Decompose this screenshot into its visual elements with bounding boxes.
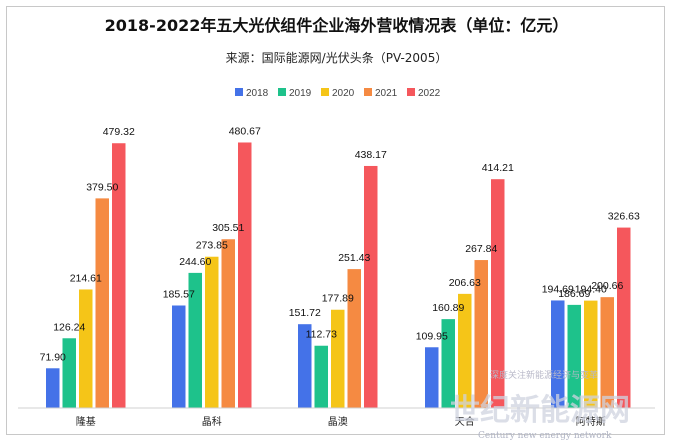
category-label-晶澳: 晶澳 xyxy=(328,415,348,428)
bar-阿特斯-2020 xyxy=(584,300,598,408)
legend-label-2021: 2021 xyxy=(375,88,398,99)
bar-晶科-2020 xyxy=(205,256,219,408)
chart-title: 2018-2022年五大光伏组件企业海外营收情况表（单位：亿元） xyxy=(104,16,569,35)
bar-晶澳-2018 xyxy=(298,324,312,408)
bar-隆基-2018 xyxy=(46,368,60,408)
watermark-brand: 世纪新能源网 xyxy=(450,393,630,428)
bar-晶澳-2019 xyxy=(314,345,328,408)
bar-晶科-2019 xyxy=(188,272,202,408)
bar-隆基-2019 xyxy=(62,338,76,408)
chart-subtitle: 来源：国际能源网/光伏头条（PV-2005） xyxy=(225,51,448,65)
data-label-晶澳-2018: 151.72 xyxy=(289,307,321,319)
data-label-晶科-2022: 480.67 xyxy=(229,125,261,137)
legend-label-2018: 2018 xyxy=(246,88,269,99)
category-label-天合: 天合 xyxy=(455,415,475,428)
legend: 2018 2019 2020 2021 2022 xyxy=(235,88,441,99)
legend-swatch-2020 xyxy=(321,88,329,96)
data-label-阿特斯-2022: 326.63 xyxy=(608,211,640,223)
bar-隆基-2020 xyxy=(79,289,93,408)
bar-阿特斯-2019 xyxy=(567,304,581,408)
bars-layer xyxy=(46,142,631,408)
bar-天合-2018 xyxy=(425,347,439,408)
bar-阿特斯-2018 xyxy=(551,300,565,408)
legend-label-2022: 2022 xyxy=(418,88,441,99)
category-label-阿特斯: 阿特斯 xyxy=(576,415,606,428)
data-label-晶澳-2019: 112.73 xyxy=(306,329,337,341)
legend-swatch-2018 xyxy=(235,88,243,96)
bar-晶澳-2021 xyxy=(347,269,361,408)
bar-晶科-2018 xyxy=(172,305,186,408)
data-label-隆基-2019: 126.24 xyxy=(53,321,85,333)
data-label-晶科-2018: 185.57 xyxy=(163,288,195,300)
bar-晶科-2022 xyxy=(238,142,252,408)
category-label-晶科: 晶科 xyxy=(202,415,222,428)
legend-label-2020: 2020 xyxy=(332,88,355,99)
bar-天合-2019 xyxy=(441,319,455,408)
data-label-阿特斯-2020: 194.40 xyxy=(575,284,607,296)
data-label-阿特斯-2018: 194.69 xyxy=(542,283,574,295)
data-label-天合-2021: 267.84 xyxy=(465,243,497,255)
bar-阿特斯-2022 xyxy=(617,227,631,408)
legend-swatch-2021 xyxy=(364,88,372,96)
bar-隆基-2021 xyxy=(95,198,109,408)
data-label-晶澳-2020: 177.89 xyxy=(322,293,354,305)
watermark-brand-en: Century new energy network xyxy=(478,431,612,441)
bar-晶科-2021 xyxy=(221,239,235,408)
bar-晶澳-2022 xyxy=(364,165,378,408)
data-label-隆基-2022: 479.32 xyxy=(103,126,135,138)
bar-隆基-2022 xyxy=(112,143,126,408)
bar-天合-2021 xyxy=(474,260,488,408)
data-label-阿特斯-2021: 200.66 xyxy=(591,280,623,292)
data-label-晶科-2019: 244.60 xyxy=(179,256,211,268)
data-label-晶科-2021: 305.51 xyxy=(212,222,244,234)
watermark-slogan: 深度关注新能源经济与变革 xyxy=(490,369,598,381)
category-label-隆基: 隆基 xyxy=(76,415,96,428)
legend-label-2019: 2019 xyxy=(289,88,312,99)
data-label-天合-2019: 160.89 xyxy=(432,302,464,314)
data-labels: 71.90 126.24 214.61 379.50 479.32 185.57 244.6… xyxy=(40,125,640,363)
data-label-天合-2022: 414.21 xyxy=(482,162,514,174)
bar-晶澳-2020 xyxy=(331,309,345,408)
data-label-晶澳-2021: 251.43 xyxy=(338,252,370,264)
data-label-天合-2018: 109.95 xyxy=(416,330,448,342)
data-label-隆基-2020: 214.61 xyxy=(70,272,102,284)
data-label-阿特斯-2019: 186.69 xyxy=(558,288,590,300)
legend-swatch-2019 xyxy=(278,88,286,96)
data-label-隆基-2018: 71.90 xyxy=(40,351,66,363)
data-label-隆基-2021: 379.50 xyxy=(86,181,118,193)
legend-swatch-2022 xyxy=(407,88,415,96)
data-label-晶澳-2022: 438.17 xyxy=(355,149,387,161)
data-label-天合-2020: 206.63 xyxy=(449,277,481,289)
bar-天合-2022 xyxy=(491,179,505,408)
bar-阿特斯-2021 xyxy=(600,297,614,408)
data-label-晶科-2020: 273.85 xyxy=(196,240,228,252)
watermark: 深度关注新能源经济与变革 世纪新能源网 Century new energy n… xyxy=(450,369,630,441)
bar-天合-2020 xyxy=(458,293,472,408)
category-labels: 隆基 晶科 晶澳 天合 阿特斯 xyxy=(76,415,606,428)
